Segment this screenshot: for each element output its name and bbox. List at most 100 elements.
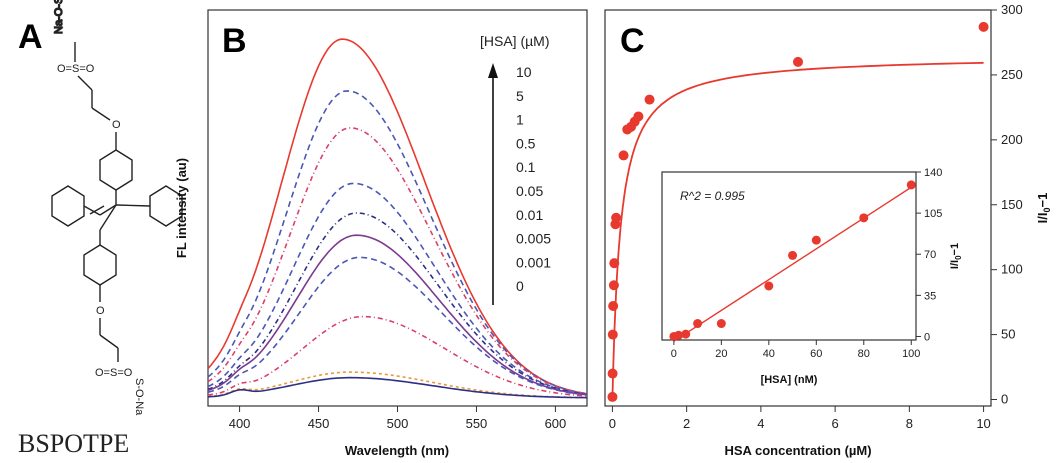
panel-b-y-label: FL intensity (au) <box>174 158 189 258</box>
svg-text:O: O <box>112 119 121 131</box>
spectrum-curve-0.005 <box>207 315 588 397</box>
inset-data-point <box>681 329 691 339</box>
spectrum-curve-10 <box>207 38 588 395</box>
inset-x-tick-label: 60 <box>810 348 822 360</box>
panel-c-frame <box>604 9 992 407</box>
panel-b-letter: B <box>222 22 247 60</box>
inset-data-point <box>906 180 916 190</box>
bspotpe-structure: Na-O-S O=S=O O O <box>51 0 183 416</box>
data-point <box>607 329 618 340</box>
inset-x-label: [HSA] (nM) <box>761 374 818 386</box>
compound-name: BSPOTPE <box>18 429 129 458</box>
inset-y-ticks: 0 35 70 105 140 <box>916 167 942 343</box>
inset-x-ticks: 0 20 40 60 80 100 <box>671 340 920 360</box>
legend-entry: 0.005 <box>516 231 551 247</box>
structure-top-label: Na-O-S <box>53 0 65 34</box>
inset-y-label: I/I0−1 <box>949 243 963 269</box>
panel-c-y-ticks: 0 50 100 150 200 250 300 <box>991 2 1023 407</box>
inset-y-tick-label: 105 <box>924 208 942 220</box>
data-point <box>793 56 803 67</box>
inset-x-tick-label: 100 <box>902 348 920 360</box>
inset-fit-line <box>673 186 912 342</box>
y-tick-label: 150 <box>1001 197 1023 212</box>
legend-entry: 10 <box>516 64 532 80</box>
inset-x-tick-label: 0 <box>671 348 677 360</box>
x-tick-label: 2 <box>683 416 690 431</box>
legend-entry: 5 <box>516 88 524 104</box>
x-tick-label: 8 <box>906 416 913 431</box>
spectrum-curve-0.05 <box>207 234 588 396</box>
inset-x-tick-label: 40 <box>763 348 775 360</box>
data-point <box>978 21 989 32</box>
y-tick-label: 50 <box>1001 327 1015 342</box>
inset-y-tick-label: 35 <box>924 290 936 302</box>
panel-c-y-label: I/I0−1 <box>1035 193 1052 224</box>
x-tick-label: 6 <box>831 416 838 431</box>
data-point <box>607 368 618 379</box>
inset-data-point <box>693 319 703 329</box>
data-point <box>618 150 629 161</box>
x-tick-label: 500 <box>387 416 409 431</box>
panel-c-x-label: HSA concentration (µM) <box>724 443 871 458</box>
panel-b-x-ticks: 400 450 500 550 600 <box>229 406 567 431</box>
legend-entry: 0.05 <box>516 183 543 199</box>
legend-entry: 1 <box>516 112 524 128</box>
inset-x-tick-label: 80 <box>858 348 870 360</box>
data-point <box>611 212 622 223</box>
x-tick-label: 0 <box>609 416 616 431</box>
legend-entry: 0.5 <box>516 135 536 151</box>
x-tick-label: 450 <box>308 416 330 431</box>
legend-arrow-head <box>488 63 498 78</box>
legend-entry: 0.1 <box>516 159 536 175</box>
y-tick-label: 300 <box>1001 2 1023 17</box>
spectrum-curve-0.5 <box>207 182 588 396</box>
panel-a-letter: A <box>18 18 43 56</box>
data-point <box>608 301 619 312</box>
x-tick-label: 10 <box>976 416 990 431</box>
inset-data-point <box>859 213 869 223</box>
data-point <box>608 280 619 291</box>
legend-entry: 0.01 <box>516 207 543 223</box>
y-tick-label: 200 <box>1001 132 1023 147</box>
structure-bottom-label: S-O-Na <box>133 378 145 416</box>
panel-b: B 400 450 500 550 600 Wavelength (nm) FL int… <box>174 9 588 458</box>
panel-c-letter: C <box>620 22 645 60</box>
panel-b-curves <box>207 38 588 399</box>
y-tick-label: 100 <box>1001 262 1023 277</box>
inset-data-point <box>716 319 726 329</box>
spectrum-curve-0.1 <box>207 212 588 396</box>
data-point <box>633 111 644 122</box>
data-point <box>644 94 655 105</box>
panel-c-points <box>607 21 989 402</box>
spectrum-curve-5 <box>207 90 588 395</box>
x-tick-label: 4 <box>757 416 764 431</box>
y-tick-label: 250 <box>1001 67 1023 82</box>
spectrum-curve-1 <box>207 127 588 395</box>
inset-data-point <box>764 281 774 291</box>
inset-y-tick-label: 140 <box>924 167 942 179</box>
svg-text:O=S=O: O=S=O <box>95 367 133 379</box>
svg-text:O: O <box>96 305 105 317</box>
inset-data-point <box>674 330 684 340</box>
inset-annotation: R^2 = 0.995 <box>680 189 745 203</box>
x-tick-label: 400 <box>229 416 251 431</box>
spectrum-curve-0 <box>207 376 588 399</box>
inset-data-point <box>811 235 821 245</box>
x-tick-label: 600 <box>545 416 567 431</box>
y-tick-label: 0 <box>1001 392 1008 407</box>
panel-c-x-ticks: 0 2 4 6 8 10 <box>609 406 991 431</box>
inset-x-tick-label: 20 <box>715 348 727 360</box>
inset-points <box>669 180 916 341</box>
legend-entry: 0.001 <box>516 254 551 270</box>
x-tick-label: 550 <box>466 416 488 431</box>
data-point <box>607 391 618 402</box>
panel-a: A Na-O-S O=S=O O <box>18 0 183 458</box>
legend-title: [HSA] (µM) <box>480 33 550 49</box>
data-point <box>609 258 620 269</box>
legend: 10 5 1 0.5 0.1 0.05 0.01 0.005 0.001 0 <box>516 64 551 294</box>
svg-text:O=S=O: O=S=O <box>57 63 95 75</box>
inset-y-tick-label: 0 <box>924 331 930 343</box>
inset-y-tick-label: 70 <box>924 249 936 261</box>
